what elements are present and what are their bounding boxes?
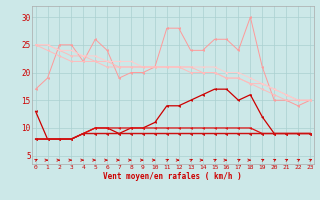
- X-axis label: Vent moyen/en rafales ( km/h ): Vent moyen/en rafales ( km/h ): [103, 172, 242, 181]
